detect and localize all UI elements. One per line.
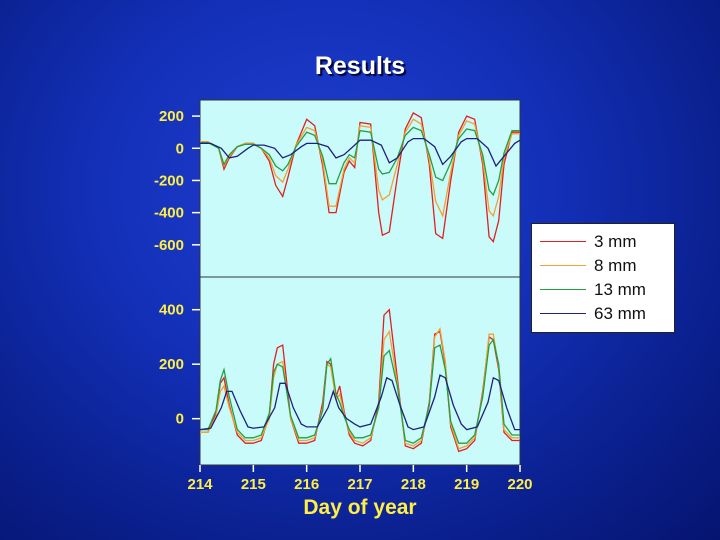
legend-label: 13 mm — [594, 280, 646, 299]
y-tick-label-top-4: -600 — [154, 237, 184, 254]
legend-swatch — [540, 265, 586, 266]
x-tick-label-1: 215 — [241, 476, 266, 493]
series-line-bottom-1 — [200, 308, 520, 453]
series-line-bottom-2 — [200, 327, 520, 450]
legend-item: 13 mm — [532, 278, 674, 302]
legend-label: 8 mm — [594, 256, 637, 275]
series-line-bottom-3 — [200, 338, 520, 444]
legend-swatch — [540, 289, 586, 290]
legend-label: 3 mm — [594, 232, 637, 251]
legend-label: 63 mm — [594, 304, 646, 323]
y-tick-label-top-2: -200 — [154, 172, 184, 189]
legend-item: 3 mm — [532, 230, 674, 254]
series-line-bottom-4 — [199, 374, 520, 431]
y-tick-label-bottom-2: 0 — [176, 411, 184, 428]
legend-item: 63 mm — [532, 302, 674, 326]
legend: 3 mm 8 mm 13 mm 63 mm — [531, 223, 675, 333]
x-tick-label-0: 214 — [187, 476, 213, 493]
slide-title: Results — [314, 52, 406, 80]
x-tick-label-5: 219 — [454, 476, 479, 493]
y-tick-label-top-1: 0 — [176, 140, 184, 157]
x-tick-label-3: 217 — [347, 476, 372, 493]
plot-area — [200, 100, 520, 465]
y-tick-label-bottom-0: 400 — [159, 302, 184, 319]
y-tick-label-top-0: 200 — [159, 108, 184, 125]
y-tick-label-bottom-1: 200 — [159, 356, 184, 373]
x-tick-label-6: 220 — [507, 476, 532, 493]
x-tick-label-2: 216 — [294, 476, 319, 493]
series-line-top-4 — [200, 137, 521, 168]
legend-item: 8 mm — [532, 254, 674, 278]
series-layer — [199, 111, 521, 453]
x-tick-label-4: 218 — [401, 476, 426, 493]
y-tick-label-top-3: -400 — [154, 205, 184, 222]
tick-layer: 200 0 -200 -400 -600 400 200 0 214 215 216 217 218 21… — [154, 108, 533, 493]
x-axis-label: Day of year — [303, 496, 417, 519]
legend-swatch — [540, 241, 586, 242]
legend-swatch — [540, 313, 586, 314]
